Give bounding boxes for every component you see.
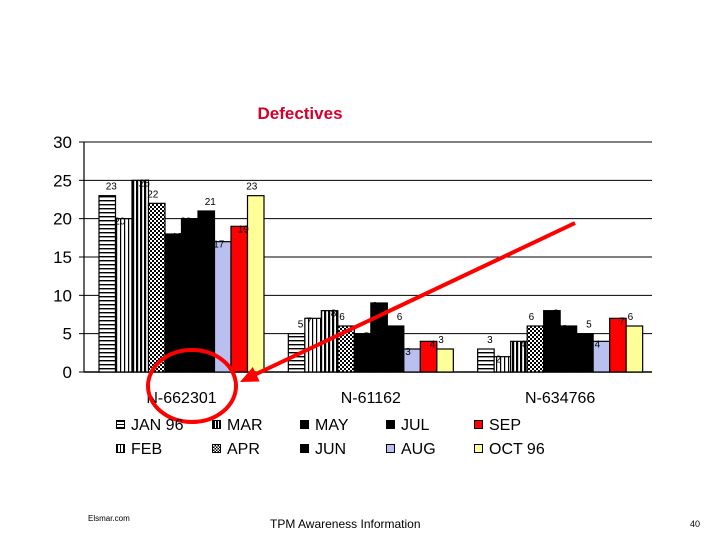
data-label: 9: [372, 301, 378, 312]
legend-swatch: [386, 420, 395, 429]
legend-item: MAY: [300, 417, 348, 435]
legend-label: AUG: [401, 441, 436, 458]
data-label: 3: [487, 335, 493, 346]
data-label: 4: [430, 339, 436, 350]
data-label: 5: [586, 320, 592, 331]
legend-swatch: [116, 420, 125, 429]
footer-title: TPM Awareness Information: [270, 517, 421, 531]
legend-label: JUN: [315, 441, 347, 458]
x-tick-label: N-61162: [341, 390, 401, 407]
data-label: 6: [562, 324, 568, 335]
bar: [230, 225, 249, 373]
legend-item: OCT 96: [474, 441, 545, 459]
bar: [386, 325, 405, 373]
footer-source: Elsmar.com: [88, 514, 130, 523]
data-label: 5: [298, 320, 304, 331]
data-label: 20: [180, 217, 192, 228]
bars: [98, 179, 644, 373]
bar: [98, 195, 117, 373]
legend-swatch: [300, 444, 309, 453]
y-tick-label: 15: [53, 248, 72, 267]
bar: [114, 218, 133, 373]
bar: [246, 195, 265, 373]
legend-swatch: [474, 444, 483, 453]
data-label: 21: [205, 197, 217, 208]
legend-swatch: [386, 444, 395, 453]
legend-swatch: [212, 420, 221, 429]
bar: [543, 310, 561, 373]
legend-label: OCT 96: [489, 441, 545, 458]
legend-swatch: [116, 444, 125, 453]
data-label: 20: [114, 217, 126, 228]
data-label: 8: [331, 309, 337, 320]
data-label: 17: [213, 240, 225, 251]
data-label: 23: [106, 182, 118, 193]
data-label: 4: [520, 339, 526, 350]
legend-item: JUN: [300, 441, 346, 459]
chart-title: Defectives: [257, 104, 343, 123]
legend-item: JUL: [386, 417, 429, 435]
bar: [213, 241, 232, 373]
legend-item: FEB: [116, 441, 162, 459]
data-label: 6: [397, 312, 403, 323]
bar: [625, 325, 644, 373]
data-label: 3: [405, 347, 411, 358]
x-tick-label: N-662301: [146, 390, 216, 407]
data-label: 2: [496, 355, 502, 366]
bar: [576, 333, 594, 373]
data-label: 25: [139, 178, 151, 189]
data-label: 7: [306, 316, 312, 327]
data-label: 8: [553, 309, 559, 320]
legend-label: MAY: [315, 417, 349, 434]
bar: [147, 202, 166, 373]
y-tick-label: 0: [63, 363, 72, 382]
legend-item: SEP: [474, 417, 521, 435]
data-label: 7: [619, 316, 625, 327]
data-label: 4: [595, 339, 601, 350]
legend-swatch: [300, 420, 309, 429]
bar: [197, 210, 216, 373]
data-label: 23: [246, 182, 258, 193]
data-label: 18: [172, 232, 184, 243]
annotation-arrow: [251, 221, 576, 378]
legend-label: MAR: [227, 417, 263, 434]
bar: [436, 348, 454, 373]
y-tick-label: 25: [53, 171, 72, 190]
data-label: 6: [529, 312, 535, 323]
legend-label: FEB: [131, 441, 163, 458]
data-label: 6: [339, 312, 345, 323]
y-tick-label: 10: [53, 286, 72, 305]
legend-label: APR: [227, 441, 260, 458]
legend-item: JAN 96: [116, 417, 183, 435]
bar: [477, 348, 495, 373]
bar: [131, 179, 150, 373]
data-label: 5: [364, 332, 370, 343]
data-label: 3: [438, 335, 444, 346]
legend-swatch: [474, 420, 483, 429]
y-tick-label: 5: [63, 325, 72, 344]
legend-label: SEP: [489, 417, 522, 434]
y-tick-label: 30: [53, 133, 72, 152]
bar: [526, 325, 545, 373]
data-label: 22: [147, 189, 159, 200]
legend-item: APR: [212, 441, 260, 459]
x-tick-label: N-634766: [525, 390, 595, 407]
page-number: 40: [690, 519, 701, 529]
y-tick-label: 20: [53, 210, 72, 229]
legend-item: AUG: [386, 441, 436, 459]
legend-label: JAN 96: [131, 417, 184, 434]
legend-label: JUL: [401, 417, 430, 434]
data-label: 19: [238, 224, 250, 235]
highlight-circle: [146, 348, 238, 424]
legend-swatch: [212, 444, 221, 453]
annotations: [146, 221, 576, 424]
data-label: 6: [628, 312, 634, 323]
legend-item: MAR: [212, 417, 263, 435]
annotation-arrowhead: [240, 367, 260, 382]
